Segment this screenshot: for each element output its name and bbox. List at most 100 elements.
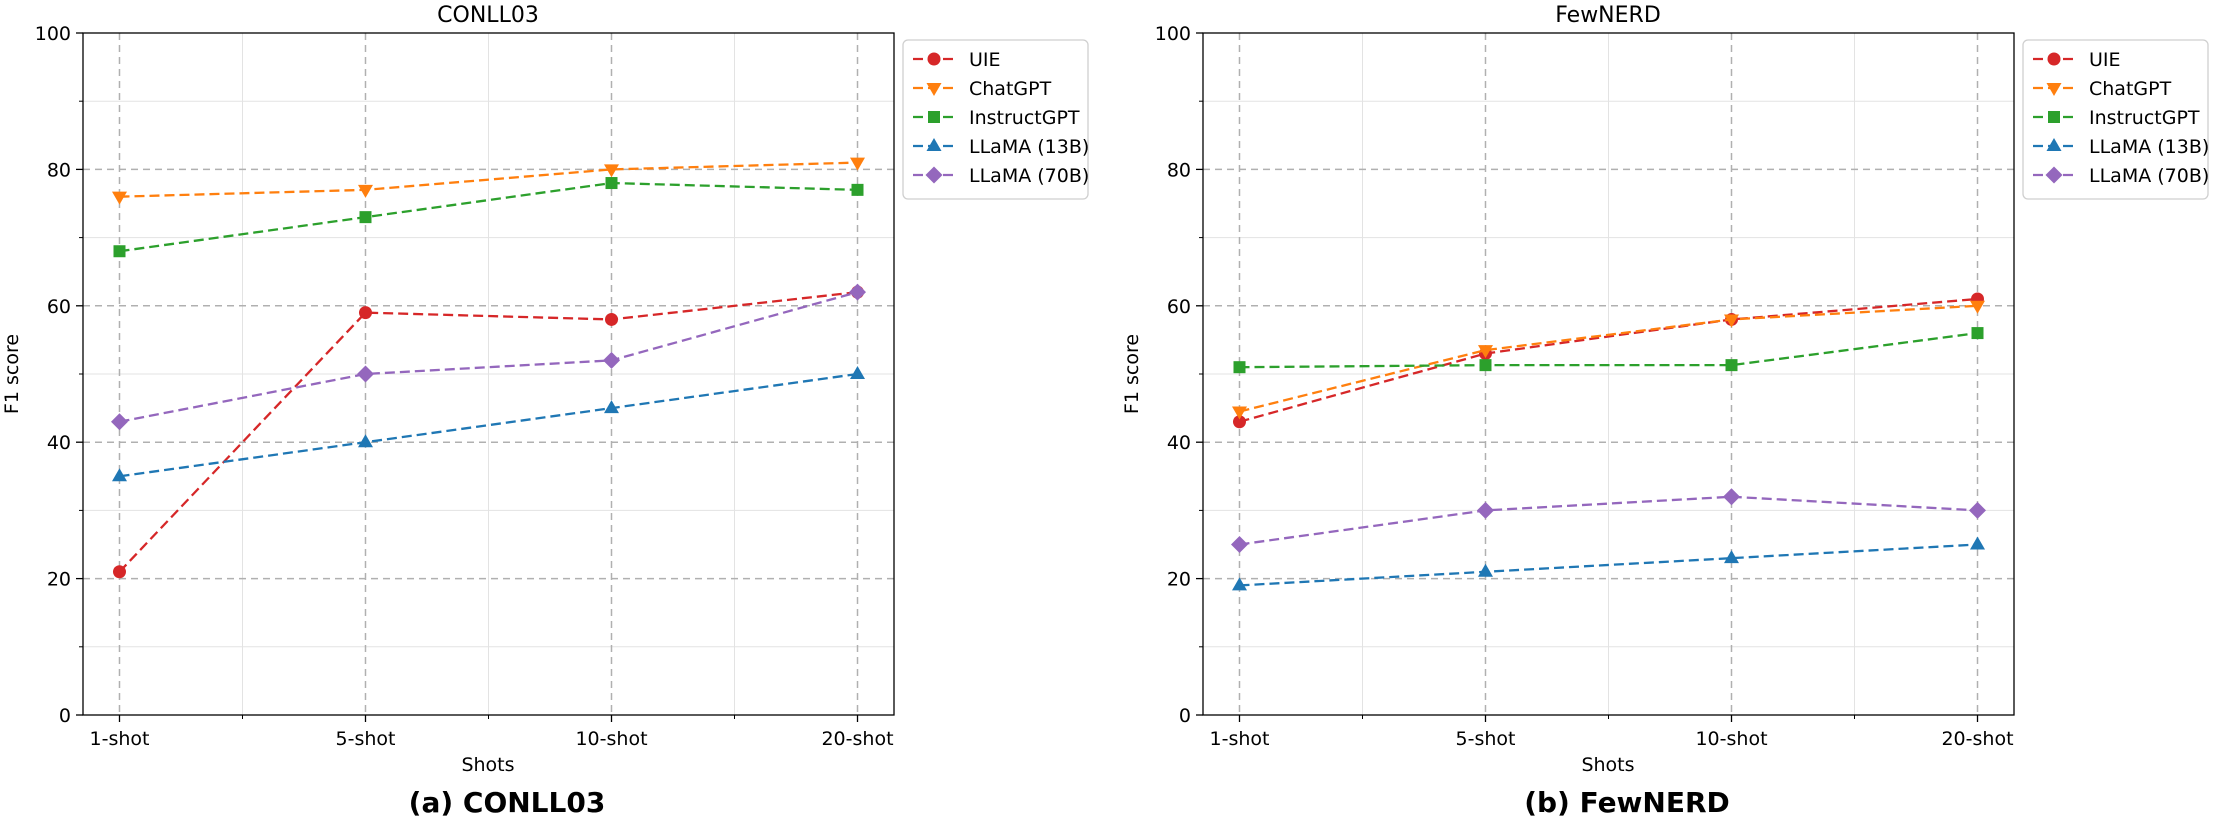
legend-label: UIE — [969, 49, 1001, 71]
legend-label: InstructGPT — [2089, 107, 2200, 129]
panel-caption-fewnerd: (b) FewNERD — [1524, 786, 1730, 819]
major-grid — [1203, 33, 2014, 715]
series-chatgpt — [111, 157, 866, 205]
legend-item-llama-70b: LLaMA (70B) — [913, 165, 1089, 187]
legend-label: LLaMA (13B) — [969, 136, 1089, 158]
series-chatgpt — [1231, 300, 1986, 420]
chart-title: FewNERD — [1555, 3, 1661, 28]
legend-label: LLaMA (70B) — [2089, 165, 2209, 187]
data-point-llama-70b — [849, 283, 867, 301]
series-line-chatgpt — [1239, 304, 1978, 413]
y-tick-label: 0 — [1179, 705, 1191, 727]
data-point-chatgpt — [1724, 314, 1740, 328]
data-point-llama-13b — [357, 434, 373, 448]
data-point-llama-70b — [1969, 501, 1987, 519]
data-point-chatgpt — [604, 164, 620, 178]
legend-item-instructgpt: InstructGPT — [913, 107, 1080, 129]
series-line-instructgpt — [119, 181, 858, 253]
y-tick-label: 20 — [47, 569, 71, 591]
legend-label: ChatGPT — [969, 78, 1052, 100]
data-point-llama-13b — [850, 366, 866, 379]
legend-marker — [2046, 138, 2062, 151]
y-tick-label: 40 — [1167, 432, 1191, 454]
data-point-instructgpt — [1725, 359, 1738, 372]
data-point-llama-13b — [1231, 577, 1247, 591]
chart-panel-fewnerd: 0 20 40 60 80 100 1-shot 5-shot 10-shot 20-shot Fe… — [1121, 3, 2209, 776]
data-point-instructgpt — [113, 245, 126, 258]
y-tick-label: 40 — [47, 432, 71, 454]
data-point-llama-70b — [1723, 488, 1741, 506]
y-tick-label: 60 — [47, 296, 71, 318]
series-line-uie — [118, 291, 858, 573]
series-llama-70b — [110, 283, 867, 431]
legend: UIE ChatGPT InstructGPT LLaMA (13B) LLaMA (7… — [2022, 39, 2209, 200]
y-tick-label: 80 — [1167, 159, 1191, 181]
legend-box — [902, 39, 1089, 200]
data-point-uie — [112, 565, 126, 579]
legend-item-uie: UIE — [913, 49, 1001, 71]
legend-marker — [2047, 52, 2061, 66]
legend-item-instructgpt: InstructGPT — [2033, 107, 2200, 129]
series-line-chatgpt — [119, 161, 858, 198]
series-line-llama-70b — [119, 291, 858, 423]
data-point-chatgpt — [1477, 345, 1493, 359]
data-point-chatgpt — [850, 157, 866, 171]
x-tick-label: 10-shot — [575, 728, 647, 750]
data-point-llama-70b — [1476, 501, 1494, 519]
legend-marker — [927, 52, 941, 66]
chart-title: CONLL03 — [437, 3, 539, 28]
legend-box — [2022, 39, 2209, 200]
x-tick-label: 1-shot — [90, 728, 150, 750]
data-point-uie — [1232, 415, 1246, 429]
data-point-instructgpt — [1479, 359, 1492, 372]
major-grid — [83, 33, 894, 715]
data-point-chatgpt — [357, 184, 373, 198]
data-point-chatgpt — [1970, 300, 1986, 314]
data-point-chatgpt — [1231, 406, 1247, 420]
legend-item-chatgpt: ChatGPT — [2033, 78, 2172, 100]
data-point-llama-70b — [603, 351, 621, 369]
data-point-llama-13b — [1724, 550, 1740, 564]
y-tick-label: 20 — [1167, 569, 1191, 591]
legend-item-chatgpt: ChatGPT — [913, 78, 1052, 100]
y-tick-label: 100 — [35, 23, 71, 45]
series-llama-70b — [1230, 488, 1987, 553]
data-point-llama-13b — [1970, 536, 1986, 550]
y-tick-label: 0 — [59, 705, 71, 727]
series-line-instructgpt — [1239, 331, 1978, 369]
legend-marker — [2046, 83, 2062, 96]
legend-marker — [926, 83, 942, 96]
series-line-uie — [1239, 297, 1978, 423]
data-point-instructgpt — [1971, 327, 1984, 340]
legend-item-llama-13b: LLaMA (13B) — [913, 136, 1089, 158]
x-tick-label: 20-shot — [1941, 728, 2013, 750]
series-instructgpt — [1233, 327, 1984, 374]
series-llama-13b — [1231, 536, 1986, 591]
legend-marker — [928, 111, 940, 123]
series-line-llama-13b — [119, 372, 858, 478]
legend-item-llama-70b: LLaMA (70B) — [2033, 165, 2209, 187]
data-point-uie — [605, 312, 619, 326]
data-point-llama-70b — [1230, 536, 1248, 553]
series-line-llama-13b — [1239, 543, 1978, 587]
chart-panel-conll03: 0 20 40 60 80 100 1-shot 5-shot 10-shot 20-shot CO… — [1, 3, 1089, 776]
series-line-llama-70b — [1239, 495, 1978, 546]
data-point-uie — [358, 306, 372, 320]
data-point-llama-13b — [1477, 563, 1493, 577]
y-tick-label: 60 — [1167, 296, 1191, 318]
y-tick-label: 80 — [47, 159, 71, 181]
x-tick-label: 20-shot — [821, 728, 893, 750]
data-point-chatgpt — [111, 191, 127, 205]
data-point-llama-13b — [111, 468, 127, 482]
data-point-llama-70b — [110, 413, 128, 431]
data-point-instructgpt — [359, 211, 372, 224]
legend-marker — [2048, 111, 2060, 123]
data-point-llama-13b — [604, 400, 620, 414]
data-point-llama-70b — [356, 365, 374, 383]
y-tick-label: 100 — [1155, 23, 1191, 45]
data-point-instructgpt — [1233, 361, 1246, 374]
x-axis-label: Shots — [1581, 754, 1634, 776]
legend: UIE ChatGPT InstructGPT LLaMA (13B) LLaMA (7… — [902, 39, 1089, 200]
